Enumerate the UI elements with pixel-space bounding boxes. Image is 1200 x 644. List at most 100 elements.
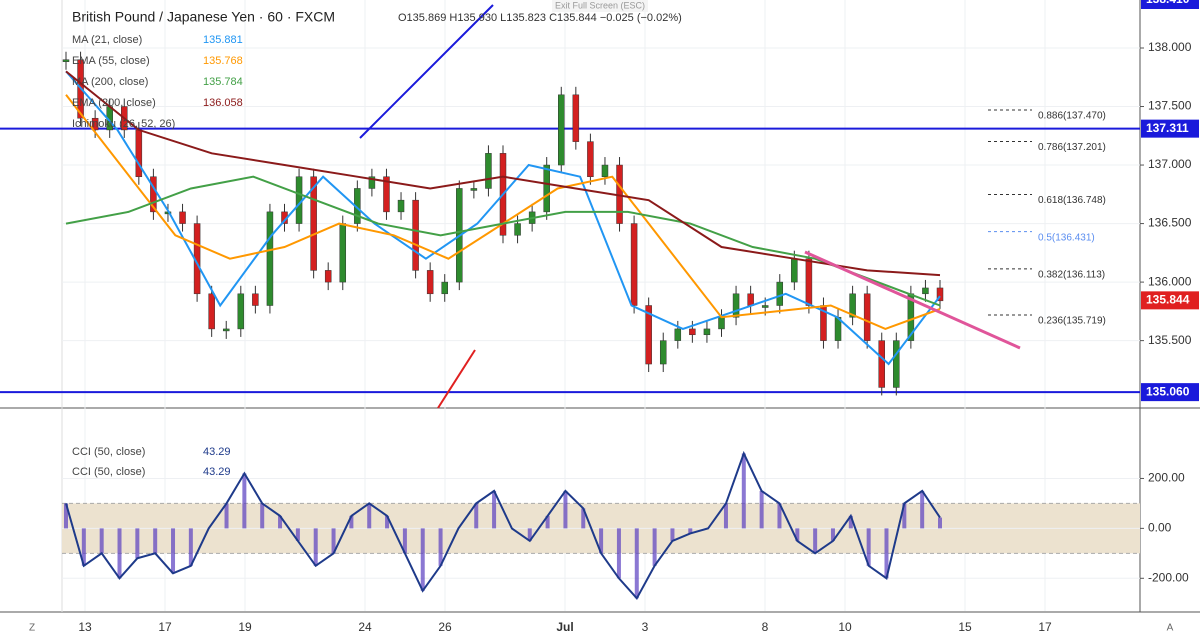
candle: [863, 293, 871, 341]
fib-label: 0.786(137.201): [1038, 142, 1106, 153]
indicator-line: [65, 70, 941, 366]
candle: [150, 176, 157, 213]
price-label: 135.844: [1146, 293, 1190, 307]
cci-bar: [634, 528, 639, 599]
candle: [426, 270, 434, 295]
cci-bar: [474, 503, 479, 529]
indicator-value: 135.784: [203, 76, 243, 88]
cci-bar: [813, 528, 818, 554]
exit-button[interactable]: [552, 0, 648, 12]
candle: [761, 305, 769, 308]
indicator-line: [65, 70, 941, 277]
cci-bar: [652, 528, 657, 566]
fib-label: 0.618(136.748): [1038, 195, 1106, 206]
candle: [630, 223, 638, 306]
candle: [179, 211, 186, 224]
cci-bar: [367, 503, 372, 529]
y-tick-label: 136.500: [1148, 216, 1192, 230]
cci-bar: [438, 528, 443, 566]
cci-bar: [759, 490, 764, 529]
cci-bar: [242, 473, 247, 529]
cci-bar: [563, 490, 568, 529]
y-tick-label: 0.00: [1148, 521, 1172, 535]
cci-bar: [278, 515, 283, 529]
corner[interactable]: Z: [29, 623, 35, 634]
x-tick-label: 15: [958, 620, 972, 634]
candle: [587, 141, 594, 177]
symbol-title: British Pound / Japanese Yen · 60 · FXCM: [72, 9, 335, 25]
y-tick-label: 135.500: [1148, 333, 1192, 347]
cci-bar: [938, 517, 942, 529]
fib-label: 0.382(136.113): [1038, 270, 1105, 281]
candle: [368, 176, 376, 189]
cci-bar: [616, 528, 621, 579]
indicator-name: CCI (50, close): [72, 446, 145, 458]
price-label: 138.410: [1146, 0, 1190, 6]
cci-line: [65, 450, 941, 601]
x-tick-label: 26: [438, 620, 452, 634]
indicator-value: 43.29: [203, 466, 231, 478]
y-tick-label: 137.500: [1148, 99, 1192, 113]
indicator-name: EMA (55, close): [72, 55, 150, 67]
candle: [878, 340, 885, 388]
cci-bar: [741, 453, 746, 529]
candle: [324, 270, 332, 283]
cci-bar: [688, 528, 693, 534]
candle: [383, 176, 390, 213]
cci-bar: [545, 515, 550, 529]
fib-label: 0.886(137.470): [1038, 111, 1106, 122]
candle: [441, 281, 448, 295]
cci-bar: [723, 503, 728, 529]
candle: [572, 94, 580, 142]
cci-bar: [385, 515, 390, 529]
corner[interactable]: A: [1167, 623, 1174, 634]
candle: [703, 328, 711, 336]
candle: [266, 211, 274, 306]
candle: [514, 223, 521, 236]
cci-bar: [135, 528, 140, 559]
candle: [718, 316, 725, 330]
candle: [849, 293, 856, 318]
cci-bar: [920, 490, 925, 529]
cci-bar: [581, 508, 586, 529]
candle: [339, 223, 347, 283]
indicator-name: Ichimoku (26, 52, 26): [72, 118, 175, 130]
candle: [791, 258, 798, 283]
candle: [747, 293, 754, 306]
cci-bar: [902, 503, 907, 529]
x-tick-label: 17: [1038, 620, 1052, 634]
candle: [397, 199, 405, 213]
candle: [412, 199, 419, 271]
x-tick-label: 13: [78, 620, 92, 634]
y-tick-label: 138.000: [1148, 40, 1192, 54]
candle: [222, 328, 230, 332]
candle: [135, 129, 143, 177]
candle: [776, 281, 784, 306]
candle: [62, 59, 70, 62]
candle: [543, 164, 550, 213]
candle: [936, 287, 944, 302]
x-tick-label: 10: [838, 620, 852, 634]
y-tick-label: 137.000: [1148, 157, 1192, 171]
candle: [732, 293, 740, 318]
indicator-value: 135.768: [203, 55, 243, 67]
price-label: 137.311: [1146, 121, 1189, 135]
indicator-name: MA (200, close): [72, 76, 148, 88]
cci-bar: [99, 528, 104, 554]
price-label-box: [1141, 0, 1199, 9]
fib-label: 0.5(136.431): [1038, 232, 1095, 243]
x-tick-label: 3: [642, 620, 649, 634]
cci-bar: [777, 503, 782, 529]
price-label-box: [1141, 119, 1199, 138]
candle: [659, 340, 667, 365]
cci-bar: [64, 503, 68, 529]
cci-bar: [117, 528, 122, 579]
indicator-name: CCI (50, close): [72, 466, 145, 478]
candle: [310, 176, 317, 271]
cci-bar: [313, 528, 318, 566]
candle: [485, 153, 492, 189]
cci-bar: [81, 528, 86, 566]
exit-text[interactable]: Exit Full Screen (ESC): [555, 0, 645, 10]
cci-bar: [295, 528, 300, 541]
